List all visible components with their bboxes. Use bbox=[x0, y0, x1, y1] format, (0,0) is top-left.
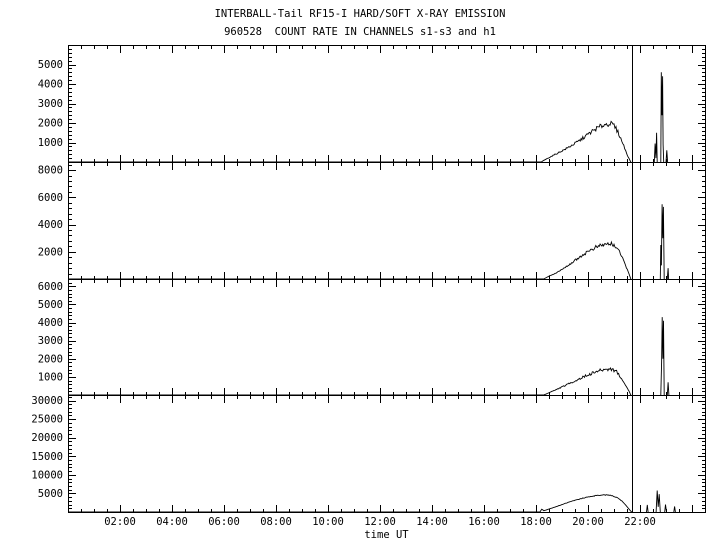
xtick-label-10:00: 10:00 bbox=[312, 516, 344, 528]
panel-ticks-s3 bbox=[69, 280, 705, 395]
x-axis-label: time UT bbox=[364, 529, 409, 541]
panel-frame-h1 bbox=[68, 395, 706, 513]
xtick-label-16:00: 16:00 bbox=[468, 516, 500, 528]
ytick-label-s3-4000: 4000 bbox=[38, 317, 63, 329]
xtick-label-02:00: 02:00 bbox=[104, 516, 136, 528]
series-h1 bbox=[68, 494, 633, 513]
burst-h1-3 bbox=[673, 506, 676, 513]
burst-h1-2 bbox=[664, 504, 667, 513]
ytick-label-s1-5000: 5000 bbox=[38, 59, 63, 71]
xtick-label-20:00: 20:00 bbox=[572, 516, 604, 528]
burst-s1-1 bbox=[660, 72, 665, 163]
series-s2 bbox=[68, 240, 632, 280]
ytick-label-h1-5000: 5000 bbox=[38, 488, 63, 500]
ytick-label-s2-2000: 2000 bbox=[38, 246, 63, 258]
ytick-label-s3-2000: 2000 bbox=[38, 353, 63, 365]
burst-s2-1 bbox=[666, 268, 670, 280]
ytick-label-h1-25000: 25000 bbox=[31, 414, 63, 426]
burst-h1-0 bbox=[646, 504, 649, 513]
ytick-label-h1-20000: 20000 bbox=[31, 432, 63, 444]
xtick-label-04:00: 04:00 bbox=[156, 516, 188, 528]
burst-s2-0 bbox=[659, 204, 665, 280]
ytick-label-s3-1000: 1000 bbox=[38, 371, 63, 383]
burst-h1-1 bbox=[655, 490, 661, 513]
ytick-label-s2-4000: 4000 bbox=[38, 219, 63, 231]
xtick-label-22:00: 22:00 bbox=[624, 516, 656, 528]
ytick-label-h1-10000: 10000 bbox=[31, 469, 63, 481]
series-s1 bbox=[68, 120, 632, 163]
burst-s3-0 bbox=[660, 317, 665, 396]
panel-ticks-s1 bbox=[69, 46, 705, 162]
ytick-label-s1-3000: 3000 bbox=[38, 98, 63, 110]
ytick-label-s2-6000: 6000 bbox=[38, 192, 63, 204]
ytick-label-s3-3000: 3000 bbox=[38, 335, 63, 347]
xtick-label-14:00: 14:00 bbox=[416, 516, 448, 528]
xtick-label-06:00: 06:00 bbox=[208, 516, 240, 528]
ytick-label-s1-1000: 1000 bbox=[38, 137, 63, 149]
xtick-label-12:00: 12:00 bbox=[364, 516, 396, 528]
panel-ticks-s2 bbox=[69, 163, 705, 279]
panel-frame-s2 bbox=[68, 162, 706, 280]
ytick-label-s1-2000: 2000 bbox=[38, 118, 63, 130]
panel-ticks-h1 bbox=[69, 396, 705, 512]
burst-s1-0 bbox=[653, 132, 658, 163]
burst-s3-1 bbox=[666, 382, 670, 396]
burst-s1-2 bbox=[665, 150, 669, 163]
ytick-label-s1-4000: 4000 bbox=[38, 79, 63, 91]
chart-subtitle: 960528 COUNT RATE IN CHANNELS s1-s3 and … bbox=[224, 26, 496, 38]
ytick-label-h1-15000: 15000 bbox=[31, 451, 63, 463]
ytick-label-h1-30000: 30000 bbox=[31, 395, 63, 407]
xtick-label-08:00: 08:00 bbox=[260, 516, 292, 528]
panel-frame-s1 bbox=[68, 45, 706, 163]
ytick-label-s2-8000: 8000 bbox=[38, 165, 63, 177]
ytick-label-s3-6000: 6000 bbox=[38, 281, 63, 293]
chart-title: INTERBALL-Tail RF15-I HARD/SOFT X-RAY EM… bbox=[214, 8, 506, 20]
panel-frame-s3 bbox=[68, 279, 706, 396]
series-s3 bbox=[68, 366, 632, 396]
ytick-label-s3-5000: 5000 bbox=[38, 299, 63, 311]
xtick-label-18:00: 18:00 bbox=[520, 516, 552, 528]
